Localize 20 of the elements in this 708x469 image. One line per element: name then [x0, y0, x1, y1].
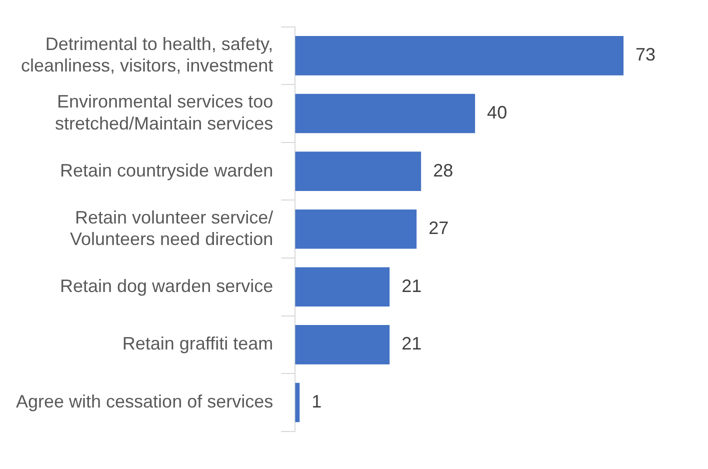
data-label: 1: [312, 391, 322, 412]
data-label: 28: [433, 160, 454, 180]
y-tick-label: Detrimental to health, safety, cleanliness, visitors, investment: [21, 34, 274, 76]
bar: [295, 209, 417, 249]
data-label: 27: [428, 218, 449, 238]
y-tick-label: Retain countryside warden: [60, 160, 274, 180]
y-tick-label: Retain volunteer service/ Volunteers need direction: [70, 207, 274, 249]
bar: [295, 267, 390, 307]
bar: [295, 325, 390, 364]
bar: [295, 36, 624, 76]
bar: [295, 152, 422, 191]
y-tick-label: Agree with cessation of services: [16, 391, 274, 412]
data-label: 21: [402, 334, 422, 354]
y-tick-label: Environmental services too stretched/Maintain services: [55, 92, 274, 134]
data-label: 40: [487, 102, 508, 122]
bar: [295, 94, 476, 134]
y-tick-label: Retain dog warden service: [60, 276, 274, 296]
data-label: 73: [636, 44, 656, 65]
y-tick-label: Retain graffiti team: [122, 334, 274, 354]
data-label: 21: [402, 276, 422, 296]
